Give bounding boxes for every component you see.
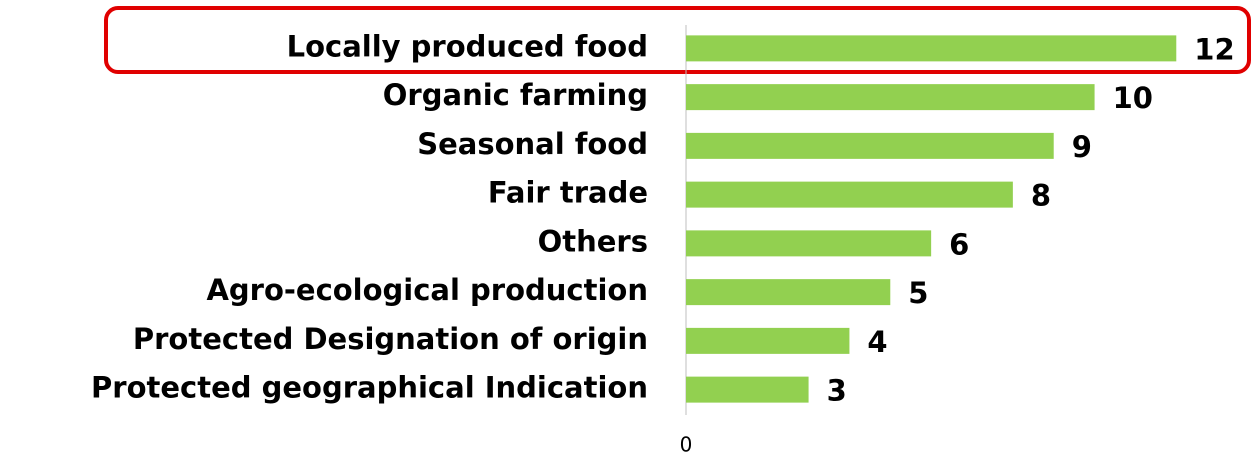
category-label: Organic farming bbox=[383, 78, 648, 112]
bar bbox=[686, 327, 850, 354]
value-label: 5 bbox=[908, 276, 928, 310]
category-label: Fair trade bbox=[488, 176, 648, 210]
category-label: Protected geographical Indication bbox=[91, 371, 648, 405]
category-label: Protected Designation of origin bbox=[133, 322, 648, 356]
highlight-box bbox=[104, 6, 1251, 74]
bar bbox=[686, 132, 1054, 159]
value-label: 3 bbox=[827, 374, 847, 408]
value-label: 4 bbox=[867, 325, 887, 359]
bar bbox=[686, 35, 1177, 62]
value-label: 12 bbox=[1194, 32, 1234, 66]
bar bbox=[686, 84, 1095, 111]
value-label: 6 bbox=[949, 227, 969, 261]
value-label: 9 bbox=[1072, 130, 1092, 164]
category-label: Others bbox=[538, 224, 648, 258]
bar bbox=[686, 230, 932, 257]
bar bbox=[686, 181, 1013, 208]
value-label: 10 bbox=[1113, 81, 1153, 115]
bar bbox=[686, 376, 809, 403]
bar bbox=[686, 279, 891, 306]
category-label: Agro-ecological production bbox=[206, 273, 648, 307]
category-label: Locally produced food bbox=[287, 29, 648, 63]
category-label: Seasonal food bbox=[417, 127, 648, 161]
x-tick-label: 0 bbox=[680, 433, 693, 457]
value-label: 8 bbox=[1031, 179, 1051, 213]
